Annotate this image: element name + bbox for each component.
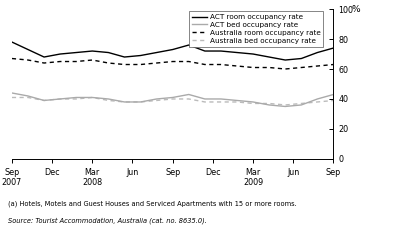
- Text: Source: Tourist Accommodation, Australia (cat. no. 8635.0).: Source: Tourist Accommodation, Australia…: [8, 218, 207, 225]
- Y-axis label: %: %: [352, 5, 360, 14]
- Legend: ACT room occupancy rate, ACT bed occupancy rate, Australia room occupancy rate, : ACT room occupancy rate, ACT bed occupan…: [189, 11, 324, 47]
- Text: (a) Hotels, Motels and Guest Houses and Serviced Apartments with 15 or more room: (a) Hotels, Motels and Guest Houses and …: [8, 200, 297, 207]
